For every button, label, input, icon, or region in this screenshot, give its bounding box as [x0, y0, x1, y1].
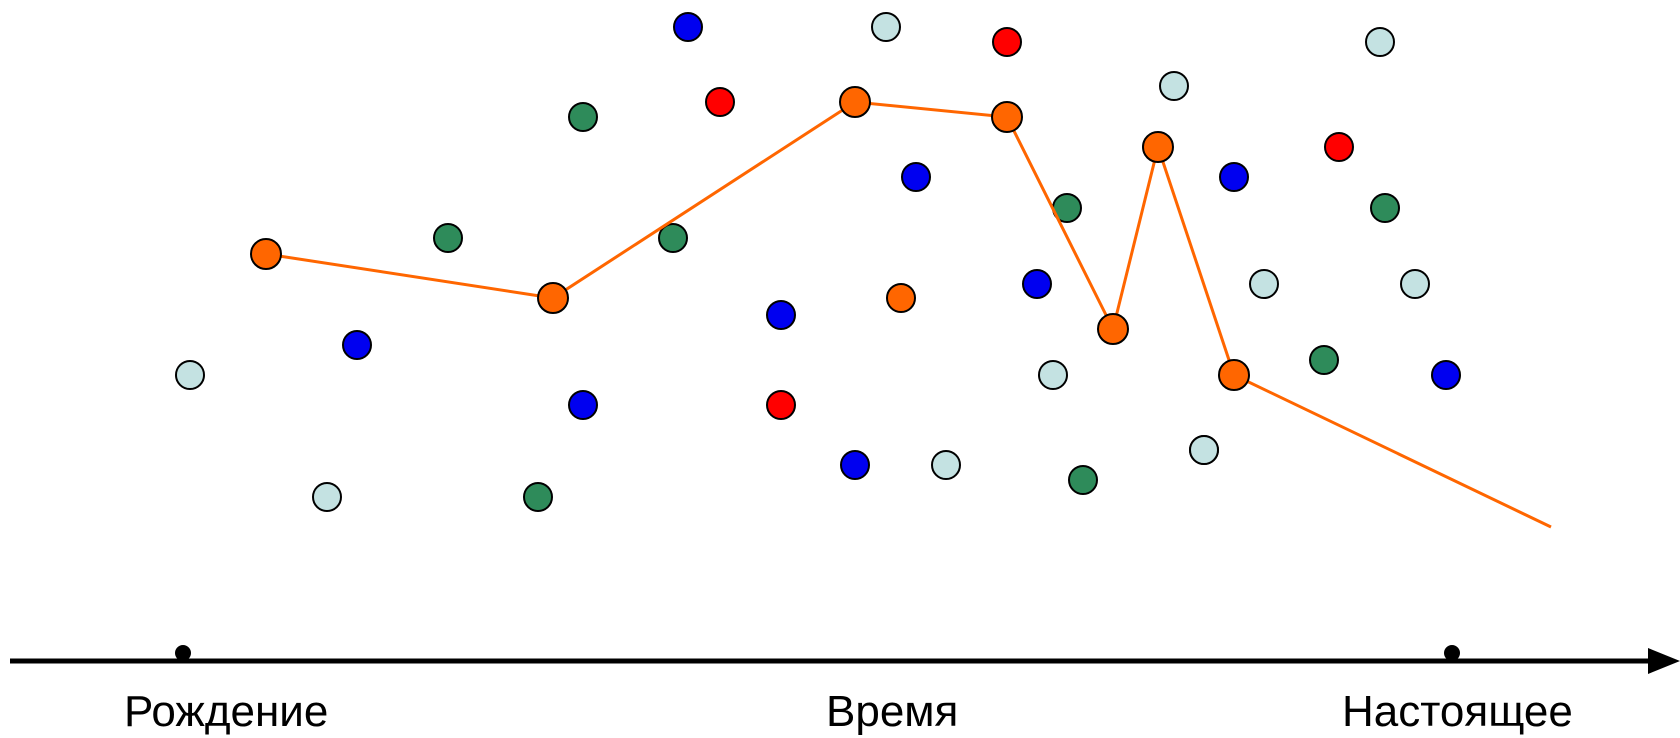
- orange-dot: [886, 283, 916, 313]
- path-node: [250, 238, 282, 270]
- green-dot: [1370, 193, 1400, 223]
- path-node: [839, 86, 871, 118]
- path-node: [1218, 359, 1250, 391]
- green-dot: [568, 102, 598, 132]
- blue-dot: [901, 162, 931, 192]
- path-node: [1097, 313, 1129, 345]
- green-dot: [658, 223, 688, 253]
- time-label: Время: [826, 687, 958, 736]
- green-dot: [1068, 465, 1098, 495]
- blue-dot: [673, 12, 703, 42]
- lightblue-dot: [1249, 269, 1279, 299]
- blue-dot: [342, 330, 372, 360]
- lightblue-dot: [175, 360, 205, 390]
- lightblue-dot: [1159, 71, 1189, 101]
- green-dot: [433, 223, 463, 253]
- blue-dot: [766, 300, 796, 330]
- blue-dot: [568, 390, 598, 420]
- time-axis-arrowhead: [1648, 648, 1680, 674]
- present-tick: [1444, 645, 1460, 661]
- green-dot: [523, 482, 553, 512]
- red-dot: [705, 87, 735, 117]
- path-node: [991, 101, 1023, 133]
- lightblue-dot: [1365, 27, 1395, 57]
- red-dot: [1324, 132, 1354, 162]
- blue-dot: [1219, 162, 1249, 192]
- scattered-dots: [175, 12, 1461, 512]
- life-path-line: [265, 100, 1552, 529]
- blue-dot: [1022, 269, 1052, 299]
- blue-dot: [840, 450, 870, 480]
- lightblue-dot: [871, 12, 901, 42]
- lightblue-dot: [931, 450, 961, 480]
- path-node: [1142, 131, 1174, 163]
- red-dot: [766, 390, 796, 420]
- lightblue-dot: [1189, 435, 1219, 465]
- lightblue-dot: [1400, 269, 1430, 299]
- path-node: [537, 282, 569, 314]
- birth-label: Рождение: [124, 687, 328, 736]
- life-path-nodes: [250, 86, 1250, 391]
- lightblue-dot: [312, 482, 342, 512]
- present-label: Настоящее: [1342, 687, 1573, 736]
- lightblue-dot: [1038, 360, 1068, 390]
- red-dot: [992, 27, 1022, 57]
- blue-dot: [1431, 360, 1461, 390]
- green-dot: [1309, 345, 1339, 375]
- birth-tick: [175, 645, 191, 661]
